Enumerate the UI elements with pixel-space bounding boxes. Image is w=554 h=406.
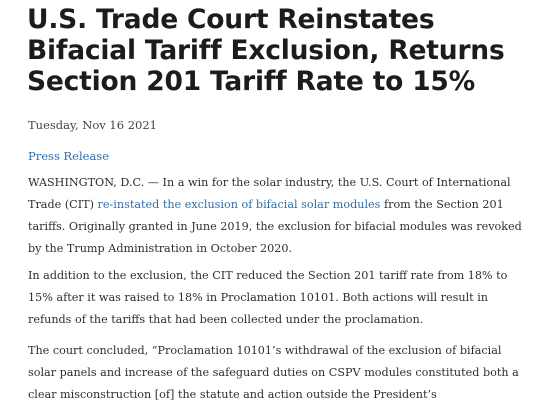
publish-date: Tuesday, Nov 16 2021 [28,118,157,132]
article-paragraph-3: The court concluded, “Proclamation 10101… [28,344,519,401]
reinstated-exclusion-link[interactable]: re-instated the exclusion of bifacial so… [97,198,381,211]
paragraph-1-lead-text: WASHINGTON, D.C. — In a win for the sola… [28,176,511,211]
article-headline: U.S. Trade Court Reinstates Bifacial Tar… [27,4,505,97]
article-paragraph-1: WASHINGTON, D.C. — In a win for the sola… [28,172,528,260]
category-link-press-release[interactable]: Press Release [28,149,110,163]
article-paragraph-2: In addition to the exclusion, the CIT re… [28,269,508,326]
paragraph-1-tail-text: from the Section 201 tariffs. Originally… [28,198,522,255]
